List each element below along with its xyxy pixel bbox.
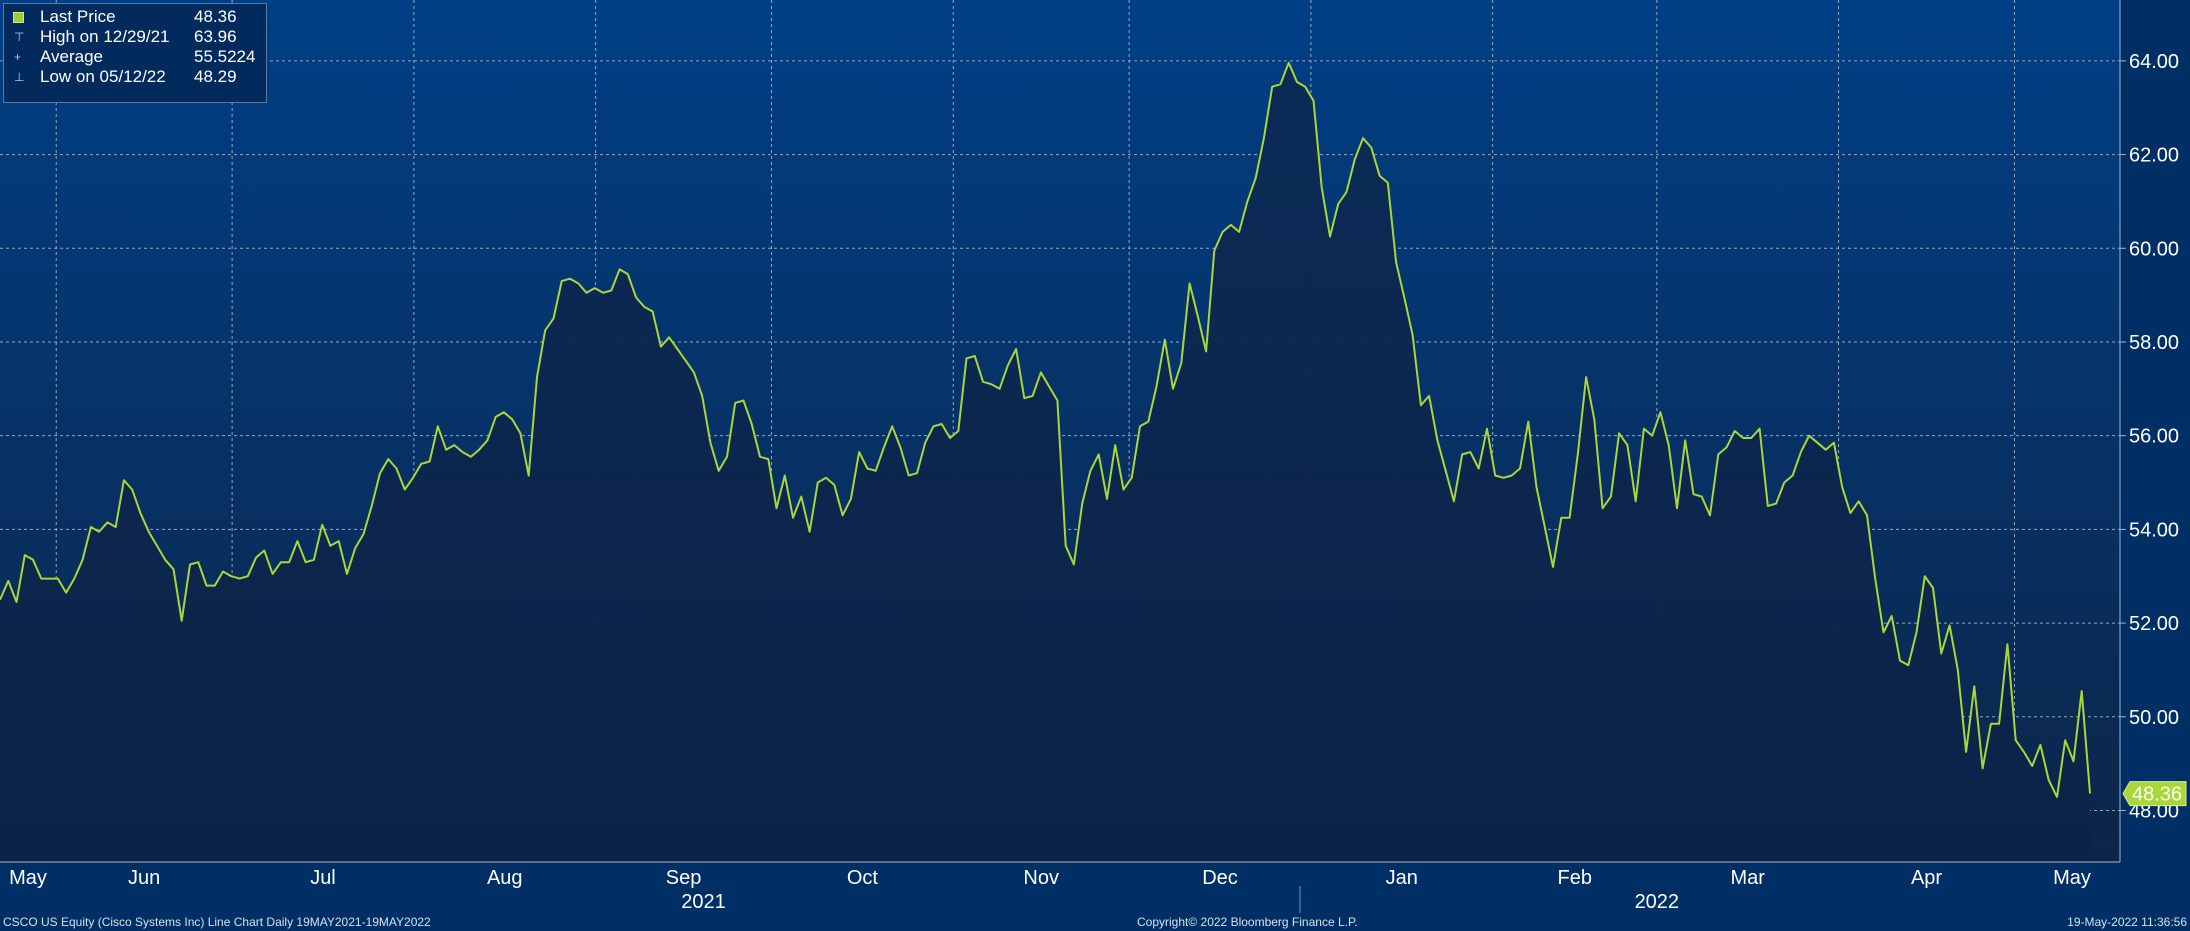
price-line: [0, 61, 2091, 798]
y-tick-label: 62.00: [2129, 145, 2179, 167]
legend-low-value: 48.29: [194, 67, 237, 86]
x-month-label: Mar: [1730, 867, 1765, 889]
x-year-label: 2021: [681, 891, 726, 913]
legend-high-label: High on 12/29/21: [40, 27, 170, 46]
x-month-label: Jan: [1386, 867, 1418, 889]
low-marker-icon: ⊥: [14, 70, 25, 84]
x-month-label: Feb: [1558, 867, 1592, 889]
y-tick-label: 54.00: [2129, 519, 2179, 541]
legend-low-label: Low on 05/12/22: [40, 67, 166, 86]
legend-average-value: 55.5224: [194, 47, 256, 66]
x-month-label: Nov: [1023, 867, 1059, 889]
footer-timestamp: 19-May-2022 11:36:56: [2067, 915, 2187, 929]
high-marker-icon: ⊤: [14, 30, 25, 44]
legend-average-label: Average: [40, 47, 104, 66]
x-year-label: 2022: [1635, 891, 1680, 913]
x-month-label: Jul: [310, 867, 336, 889]
x-month-label: Dec: [1202, 867, 1238, 889]
y-tick-label: 56.00: [2129, 426, 2179, 448]
x-month-label: Jun: [128, 867, 160, 889]
average-marker-icon: +: [14, 50, 22, 64]
y-tick-label: 64.00: [2129, 51, 2179, 73]
x-month-label: Sep: [666, 867, 702, 889]
legend-row-low: ⊥ Low on 05/12/22 48.29: [4, 67, 262, 87]
legend-last-value: 48.36: [194, 7, 237, 26]
y-tick-label: 60.00: [2129, 238, 2179, 260]
legend-row-average: + Average 55.5224: [4, 47, 262, 67]
legend-row-last: Last Price 48.36: [4, 7, 262, 27]
x-month-label: Oct: [847, 867, 879, 889]
chart-legend: Last Price 48.36 ⊤ High on 12/29/21 63.9…: [3, 3, 267, 103]
x-axis-ticks: May Jun Jul Aug Sep Oct Nov Dec Jan Feb Mar Apr May 2…: [9, 867, 2091, 913]
y-tick-label: 52.00: [2129, 613, 2179, 635]
last-price-tag: 48.36: [2122, 781, 2187, 807]
y-tick-label: 58.00: [2129, 332, 2179, 354]
last-price-tag-shape: [2122, 781, 2187, 807]
x-month-label: May: [9, 867, 47, 889]
x-month-label: Aug: [487, 867, 523, 889]
y-tick-label: 50.00: [2129, 707, 2179, 729]
last-price-swatch: [13, 12, 24, 23]
legend-high-value: 63.96: [194, 27, 237, 46]
footer-copyright: Copyright© 2022 Bloomberg Finance L.P.: [1137, 915, 1358, 929]
price-area: [0, 62, 2090, 863]
y-axis-ticks: 48.0050.0052.0054.0056.0058.0060.0062.00…: [2120, 51, 2179, 822]
legend-row-high: ⊤ High on 12/29/21 63.96: [4, 27, 262, 47]
x-month-label: Apr: [1911, 867, 1942, 889]
last-price-tag-label: 48.36: [2132, 784, 2182, 806]
footer-description: CSCO US Equity (Cisco Systems Inc) Line …: [3, 915, 431, 929]
x-month-label: May: [2053, 867, 2091, 889]
legend-last-label: Last Price: [40, 7, 116, 26]
